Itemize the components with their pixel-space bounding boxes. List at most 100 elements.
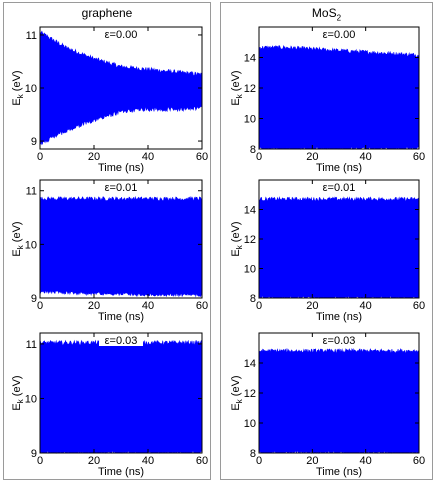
mos2-eps-0.03-y-tick-label: 14 bbox=[244, 358, 256, 370]
mos2-eps-0.03-x-tick-label: 60 bbox=[413, 455, 425, 467]
graphene-eps-0.01-x-tick-label: 40 bbox=[142, 300, 154, 312]
graphene-eps-0.01-x-tick-label: 20 bbox=[88, 300, 100, 312]
mos2-eps-0.01-y-tick-label: 12 bbox=[244, 234, 256, 246]
graphene-eps-0.03-x-tick-label: 40 bbox=[142, 455, 154, 467]
mos2-eps-0.01-series-band bbox=[258, 196, 420, 299]
mos2-eps-0.00-annotation-bg bbox=[317, 28, 361, 40]
mos2-eps-0.03-y-axis-label-unit: (eV) bbox=[230, 375, 242, 399]
mos2-eps-0.01-y-axis-label-main: E bbox=[230, 249, 242, 256]
graphene-eps-0.01-y-axis-label: Ek (eV) bbox=[11, 221, 25, 256]
mos2-eps-0.03-annotation-bg bbox=[317, 334, 361, 346]
mos2-eps-0.03-y-axis-label: Ek (eV) bbox=[230, 375, 244, 410]
mos2-eps-0.00-x-tick-label: 60 bbox=[413, 151, 425, 163]
mos2-eps-0.00-y-tick-label: 10 bbox=[244, 114, 256, 126]
mos2-eps-0.01-x-tick-label: 0 bbox=[256, 300, 262, 312]
mos2-eps-0.01-y-axis-label: Ek (eV) bbox=[230, 221, 244, 256]
graphene-eps-0.01-x-tick-label: 0 bbox=[37, 300, 43, 312]
mos2-eps-0.03-x-axis-label: Time (ns) bbox=[316, 466, 362, 478]
graphene-eps-0.03-plot-frame bbox=[39, 332, 203, 454]
mos2-eps-0.01-x-axis-label: Time (ns) bbox=[316, 311, 362, 323]
graphene-eps-0.00-y-tick-label: 11 bbox=[26, 30, 37, 42]
mos2-eps-0.00-y-tick-label: 8 bbox=[250, 144, 256, 156]
graphene-eps-0.03-y-tick-label: 11 bbox=[26, 339, 37, 351]
mos2-eps-0.03-y-axis-label-sub: k bbox=[235, 398, 244, 403]
mos2-eps-0.01-y-axis-label-sub: k bbox=[235, 244, 244, 249]
mos2-eps-0.01-y-tick-label: 8 bbox=[250, 293, 256, 305]
mos2-eps-0.01-x-tick-label: 40 bbox=[360, 300, 372, 312]
mos2-eps-0.00-y-tick-label: 14 bbox=[244, 53, 256, 65]
mos2-eps-0.01-x-tick-label: 60 bbox=[413, 300, 425, 312]
mos2-eps-0.01-annotation: ε=0.01 bbox=[323, 182, 356, 194]
mos2-eps-0.00-series-band bbox=[258, 44, 420, 151]
mos2-column-title: MoS2 bbox=[221, 6, 432, 22]
graphene-eps-0.01-plot-frame bbox=[39, 179, 203, 299]
mos2-eps-0.00-y-tick-label: 12 bbox=[244, 83, 256, 95]
graphene-eps-0.00-x-tick-label: 0 bbox=[37, 151, 43, 163]
mos2-eps-0.00-x-tick-label: 0 bbox=[256, 151, 262, 163]
mos2-eps-0.01-y-tick-label: 14 bbox=[244, 205, 256, 217]
mos2-title-main: MoS bbox=[311, 6, 337, 20]
graphene-eps-0.00-y-axis-label-sub: k bbox=[16, 93, 25, 98]
mos2-eps-0.00-annotation: ε=0.00 bbox=[323, 29, 356, 41]
mos2-eps-0.00-y-axis-label-sub: k bbox=[235, 93, 244, 98]
graphene-eps-0.01-x-tick-label: 60 bbox=[196, 300, 208, 312]
mos2-eps-0.00-x-tick-label: 20 bbox=[306, 151, 318, 163]
graphene-eps-0.00-y-tick-label: 9 bbox=[31, 136, 37, 148]
graphene-eps-0.01-annotation: ε=0.01 bbox=[105, 182, 138, 194]
mos2-eps-0.01-y-tick-label: 10 bbox=[244, 264, 256, 276]
graphene-eps-0.03-annotation: ε=0.03 bbox=[105, 335, 138, 347]
graphene-column-title: graphene bbox=[81, 6, 133, 20]
graphene-eps-0.00-y-axis-label-main: E bbox=[11, 98, 23, 105]
graphene-eps-0.01-y-tick-label: 10 bbox=[25, 239, 37, 251]
graphene-eps-0.01-annotation-bg bbox=[99, 181, 143, 193]
graphene-eps-0.03-x-tick-label: 20 bbox=[88, 455, 100, 467]
graphene-eps-0.00-x-axis-label: Time (ns) bbox=[98, 162, 144, 174]
graphene-eps-0.00-x-tick-label: 60 bbox=[196, 151, 208, 163]
mos2-eps-0.03-y-axis-label-main: E bbox=[230, 403, 242, 410]
mos2-eps-0.03-y-tick-label: 10 bbox=[244, 418, 256, 430]
mos2-eps-0.03-x-tick-label: 40 bbox=[360, 455, 372, 467]
graphene-eps-0.03-annotation-bg bbox=[99, 334, 143, 346]
graphene-eps-0.03-x-axis-label: Time (ns) bbox=[98, 466, 144, 478]
graphene-eps-0.00-x-tick-label: 40 bbox=[142, 151, 154, 163]
graphene-eps-0.00-y-axis-label-unit: (eV) bbox=[11, 70, 23, 94]
graphene-eps-0.00-annotation: ε=0.00 bbox=[105, 29, 138, 41]
mos2-title-subscript: 2 bbox=[336, 13, 342, 23]
graphene-eps-0.01-y-tick-label: 9 bbox=[31, 293, 37, 305]
graphene-eps-0.01-series-band bbox=[39, 196, 203, 298]
mos2-eps-0.03-annotation: ε=0.03 bbox=[323, 335, 356, 347]
mos2-eps-0.00-x-tick-label: 40 bbox=[360, 151, 372, 163]
graphene-eps-0.03-y-axis-label: Ek (eV) bbox=[11, 375, 25, 410]
graphene-eps-0.01-y-axis-label-main: E bbox=[11, 249, 23, 256]
graphene-eps-0.01-y-axis-label-sub: k bbox=[16, 244, 25, 249]
mos2-eps-0.01-x-tick-label: 20 bbox=[306, 300, 318, 312]
mos2-eps-0.03-x-tick-label: 0 bbox=[256, 455, 262, 467]
graphene-eps-0.03-series-band bbox=[39, 339, 203, 454]
mos2-eps-0.03-series-band bbox=[258, 347, 420, 454]
mos2-eps-0.00-y-axis-label: Ek (eV) bbox=[230, 70, 244, 105]
graphene-eps-0.03-y-tick-label: 9 bbox=[31, 448, 37, 460]
mos2-eps-0.00-y-axis-label-unit: (eV) bbox=[230, 70, 242, 94]
graphene-eps-0.03-y-tick-label: 10 bbox=[25, 393, 37, 405]
graphene-eps-0.01-y-tick-label: 11 bbox=[26, 186, 37, 198]
mos2-eps-0.00-x-axis-label: Time (ns) bbox=[316, 162, 362, 174]
graphene-eps-0.03-x-tick-label: 0 bbox=[37, 455, 43, 467]
graphene-eps-0.01-y-axis-label-unit: (eV) bbox=[11, 221, 23, 245]
graphene-eps-0.00-annotation-bg bbox=[99, 28, 143, 40]
graphene-eps-0.00-series-line bbox=[40, 87, 203, 95]
graphene-eps-0.01-x-axis-label: Time (ns) bbox=[98, 311, 144, 323]
graphene-eps-0.00-y-tick-label: 10 bbox=[25, 83, 37, 95]
graphene-eps-0.03-y-axis-label-main: E bbox=[11, 403, 23, 410]
mos2-eps-0.03-y-tick-label: 8 bbox=[250, 448, 256, 460]
graphene-eps-0.03-y-axis-label-sub: k bbox=[16, 398, 25, 403]
graphene-eps-0.03-x-tick-label: 60 bbox=[196, 455, 208, 467]
mos2-eps-0.00-y-axis-label-main: E bbox=[230, 98, 242, 105]
mos2-eps-0.01-annotation-bg bbox=[317, 181, 361, 193]
mos2-eps-0.03-x-tick-label: 20 bbox=[306, 455, 318, 467]
mos2-eps-0.01-y-axis-label-unit: (eV) bbox=[230, 221, 242, 245]
graphene-eps-0.00-y-axis-label: Ek (eV) bbox=[11, 70, 25, 105]
mos2-eps-0.00-series-line bbox=[259, 99, 420, 104]
graphene-eps-0.03-y-axis-label-unit: (eV) bbox=[11, 375, 23, 399]
mos2-eps-0.03-y-tick-label: 12 bbox=[244, 388, 256, 400]
